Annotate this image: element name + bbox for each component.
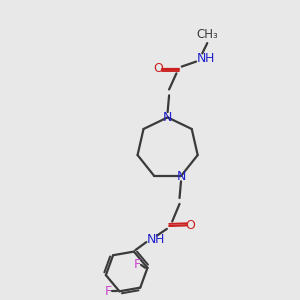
Text: F: F bbox=[134, 258, 141, 271]
Text: H: H bbox=[205, 52, 214, 65]
Text: F: F bbox=[105, 285, 112, 298]
Text: H: H bbox=[155, 232, 164, 246]
Text: O: O bbox=[153, 62, 163, 75]
Text: N: N bbox=[163, 111, 172, 124]
Text: N: N bbox=[147, 232, 156, 246]
Text: N: N bbox=[176, 169, 186, 182]
Text: N: N bbox=[197, 52, 206, 65]
Text: O: O bbox=[185, 219, 195, 232]
Text: CH₃: CH₃ bbox=[196, 28, 218, 41]
